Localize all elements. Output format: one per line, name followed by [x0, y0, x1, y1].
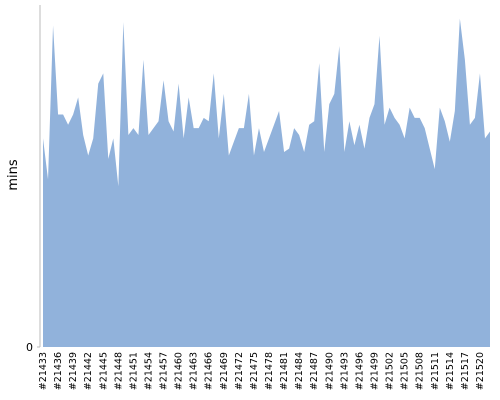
x-tick-label: #21520: [475, 352, 486, 390]
x-tick-label: #21442: [83, 352, 94, 390]
y-axis-label: mins: [6, 159, 21, 191]
x-tick-label: #21472: [234, 352, 245, 390]
x-tick-label: #21514: [445, 352, 456, 390]
x-tick-label: #21508: [415, 352, 426, 390]
x-tick-label: #21487: [309, 352, 320, 390]
x-tick-label: #21490: [324, 352, 335, 390]
x-tick-label: #21454: [143, 352, 154, 390]
x-tick-label: #21499: [369, 352, 380, 390]
x-tick-label: #21451: [128, 352, 139, 390]
x-tick-label: #21463: [189, 352, 200, 390]
x-tick-label: #21457: [159, 352, 170, 390]
x-tick-label: #21469: [219, 352, 230, 390]
x-tick-label: #21439: [68, 352, 79, 390]
x-tick-label: #21460: [174, 352, 185, 390]
x-tick-label: #21481: [279, 352, 290, 390]
x-tick-label: #21466: [204, 352, 215, 390]
x-tick-label: #21445: [98, 352, 109, 390]
x-tick-label: #21478: [264, 352, 275, 390]
x-tick-label: #21475: [249, 352, 260, 390]
x-tick-label: #21496: [354, 352, 365, 390]
y-tick-label: 0: [26, 341, 33, 354]
x-tick-label: #21448: [113, 352, 124, 390]
x-tick-label: #21511: [430, 352, 441, 390]
x-tick-label: #21433: [38, 352, 49, 390]
x-tick-label: #21505: [400, 352, 411, 390]
x-tick-label: #21517: [460, 352, 471, 390]
x-tick-label: #21502: [385, 352, 396, 390]
x-tick-label: #21484: [294, 352, 305, 390]
x-tick-label: #21436: [53, 352, 64, 390]
x-tick-label: #21493: [339, 352, 350, 390]
area: [43, 18, 490, 348]
